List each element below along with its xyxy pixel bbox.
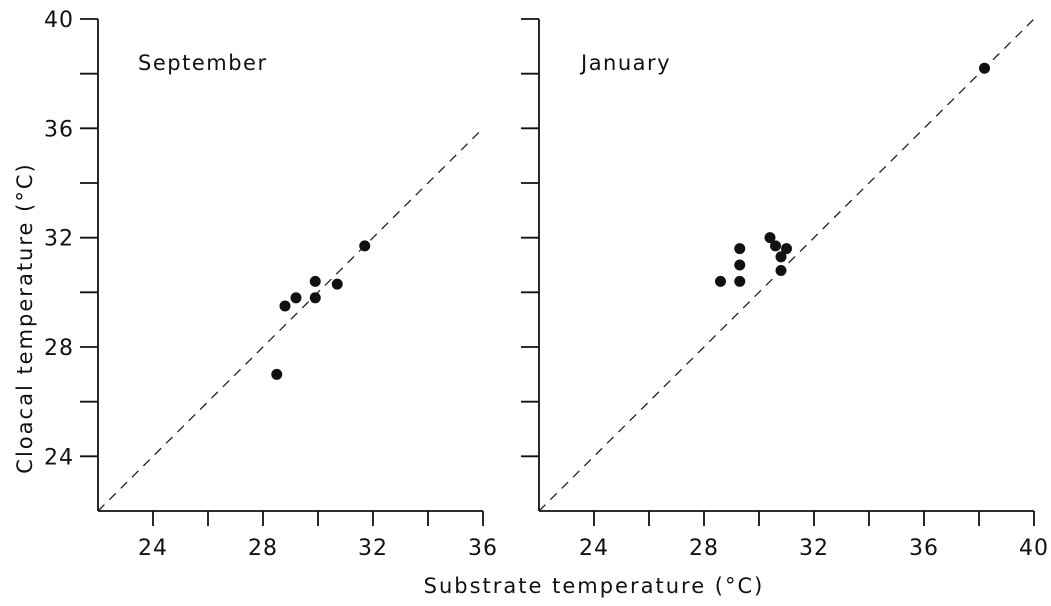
data-point [331,278,343,290]
data-point [734,259,746,271]
data-point [781,243,792,255]
x-tick-label: 24 [138,536,168,561]
chart-panels: 24 28 32 36 40 24 28 32 36 September 24 28 32 36 40 Jan… [44,8,1049,561]
y-axis-title: Cloacal temperature (°C) [13,162,37,473]
panel-title: September [138,51,268,75]
x-tick-label: 28 [689,536,719,561]
panel-title: January [579,51,671,75]
data-point [279,300,291,312]
x-tick-label: 24 [579,536,609,561]
data-point [309,292,321,304]
x-tick-label: 32 [799,536,829,561]
panel-january: 24 28 32 36 40 January [521,18,1049,561]
y-tick-label: 32 [44,227,74,252]
data-point [715,275,726,287]
y-tick-label: 40 [44,8,74,33]
y-tick-label: 28 [44,336,74,361]
x-tick-label: 36 [909,536,939,561]
data-point [764,232,776,244]
y-tick-label: 36 [44,117,74,142]
data-point [734,243,746,255]
data-point [775,251,787,263]
x-tick-label: 28 [248,536,278,561]
x-tick-label: 40 [1019,536,1049,561]
data-point [271,368,283,380]
data-point [979,62,990,74]
data-point [775,264,787,276]
data-point [734,275,746,287]
y-tick-label: 24 [44,445,74,470]
panel-september: 24 28 32 36 40 24 28 32 36 September [44,8,498,561]
data-point [290,292,302,304]
x-tick-label: 32 [358,536,388,561]
reference-line-y-equals-x [97,127,484,512]
data-point [770,240,781,252]
x-axis-title: Substrate temperature (°C) [424,574,765,598]
data-point [359,240,371,252]
data-point [309,275,321,287]
x-tick-label: 36 [468,536,498,561]
reference-line-y-equals-x [538,18,1035,512]
